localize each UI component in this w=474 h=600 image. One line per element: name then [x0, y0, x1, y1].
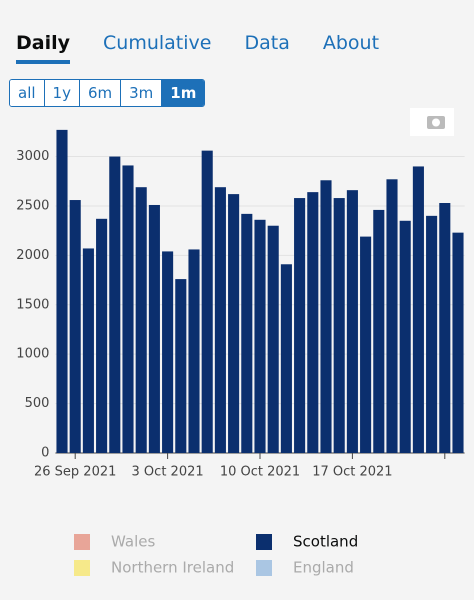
bar	[188, 249, 200, 453]
range-button[interactable]: 1m	[162, 80, 205, 106]
x-tick-label: 26 Sep 2021	[34, 465, 116, 480]
range-button[interactable]: 1y	[44, 80, 80, 106]
bar	[201, 150, 213, 453]
bar	[439, 203, 451, 453]
y-tick-label: 3000	[16, 149, 49, 164]
y-tick-label: 0	[41, 446, 49, 461]
bar	[162, 251, 174, 453]
bar	[333, 198, 345, 453]
legend-label[interactable]: England	[293, 559, 354, 577]
legend-swatch[interactable]	[74, 534, 90, 550]
bar	[228, 194, 240, 453]
tab[interactable]: Cumulative	[103, 32, 212, 54]
y-tick-label: 2000	[16, 248, 49, 263]
bar	[82, 248, 94, 453]
bar	[175, 279, 187, 453]
bar	[320, 180, 332, 453]
bar	[307, 192, 319, 453]
tab[interactable]: About	[322, 32, 380, 54]
range-button[interactable]: 6m	[79, 80, 122, 106]
range-button[interactable]: 3m	[121, 80, 163, 106]
tab[interactable]: Daily	[16, 32, 71, 64]
range-selector: all 1y 6m 3m 1m	[9, 79, 206, 107]
bar	[96, 218, 108, 453]
bar	[214, 187, 226, 453]
x-tick-label: 3 Oct 2021	[132, 465, 204, 480]
bar	[412, 166, 424, 453]
legend-label[interactable]: Northern Ireland	[111, 559, 234, 577]
x-tick-label: 10 Oct 2021	[220, 465, 300, 480]
legend-label[interactable]: Wales	[111, 533, 155, 551]
camera-lens	[432, 118, 440, 127]
bar	[267, 225, 279, 453]
bar	[254, 219, 266, 453]
bar	[399, 220, 411, 453]
bar	[69, 200, 81, 453]
bar	[373, 209, 385, 453]
y-tick-label: 1500	[16, 297, 49, 312]
bar	[426, 215, 438, 453]
bar	[148, 204, 160, 453]
legend-swatch[interactable]	[74, 560, 90, 576]
bar	[360, 236, 372, 453]
bar	[56, 129, 68, 454]
y-tick-label: 500	[25, 396, 50, 411]
bar	[346, 190, 358, 453]
legend-swatch[interactable]	[256, 534, 272, 550]
y-tick-label: 2500	[16, 198, 49, 213]
bar	[386, 179, 398, 453]
bar	[135, 187, 147, 453]
bar	[294, 198, 306, 453]
legend-swatch[interactable]	[256, 560, 272, 576]
tab-bar: Daily Cumulative Data About	[16, 32, 379, 64]
y-tick-label: 1000	[16, 347, 49, 362]
bar	[122, 165, 134, 453]
tab[interactable]: Data	[244, 32, 290, 54]
bar	[241, 213, 253, 453]
bar	[280, 264, 292, 453]
legend-label[interactable]: Scotland	[293, 533, 358, 551]
range-button[interactable]: all	[10, 80, 45, 106]
bar	[109, 156, 121, 453]
x-tick-label: 17 Oct 2021	[312, 465, 392, 480]
bar	[452, 232, 464, 453]
